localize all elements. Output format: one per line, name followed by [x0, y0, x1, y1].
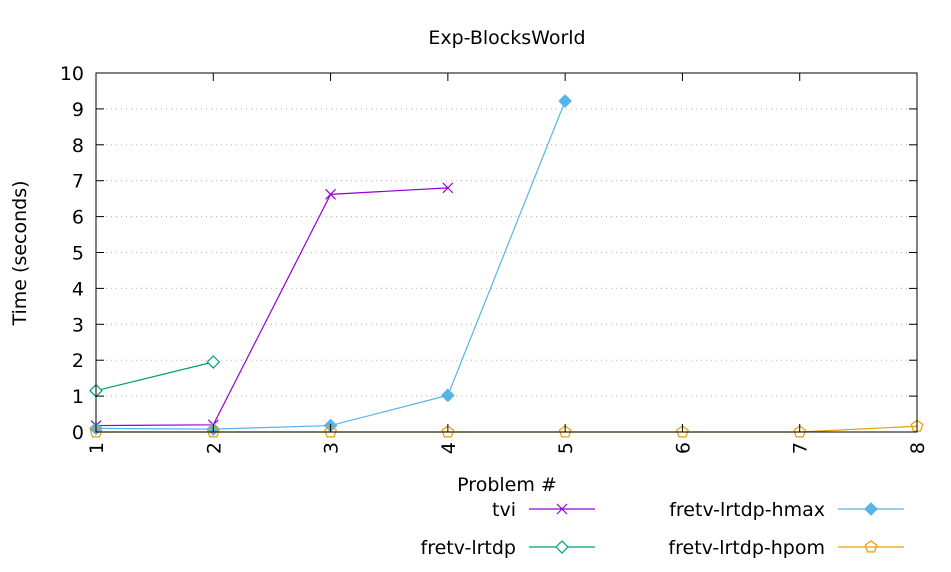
data-point-fretv-lrtdp-hmax [558, 94, 572, 108]
x-tick-label: 3 [321, 442, 343, 454]
y-axis-label: Time (seconds) [9, 180, 31, 326]
x-tick-label: 4 [438, 442, 460, 454]
data-point-tvi [442, 182, 454, 194]
x-tick-label: 6 [672, 442, 694, 454]
legend-item-fretv-lrtdp: fretv-lrtdp [421, 537, 595, 559]
series-line-tvi [95, 187, 448, 427]
legend-item-fretv-lrtdp-hmax: fretv-lrtdp-hmax [669, 499, 904, 521]
data-point-fretv-lrtdp [206, 355, 221, 369]
y-tick-label: 8 [72, 135, 84, 157]
tick-marks [95, 72, 918, 433]
x-tick-label: 1 [86, 442, 108, 454]
y-tick-label: 2 [72, 350, 84, 372]
legend-swatch-marker [555, 540, 569, 554]
legend-label: tvi [492, 499, 516, 521]
data-point-fretv-lrtdp-hpom [206, 425, 220, 438]
data-point-fretv-lrtdp-hmax [441, 388, 455, 403]
grid [96, 108, 917, 397]
legend-swatch-marker-stroke [556, 503, 568, 515]
y-tick-label: 1 [72, 386, 84, 408]
data-point-fretv-lrtdp-hpom [558, 425, 572, 438]
series-line-fretv-lrtdp-hmax [95, 100, 566, 430]
legend-swatch-marker [556, 503, 568, 515]
series-line-fretv-lrtdp [95, 361, 214, 392]
y-tick-label: 0 [72, 422, 84, 444]
data-point-tvi-stroke [325, 188, 336, 200]
data-point-fretv-lrtdp-hpom [793, 425, 807, 438]
chart-title: Exp-BlocksWorld [428, 27, 585, 49]
legend-item-tvi: tvi [492, 499, 595, 521]
legend-label: fretv-lrtdp [421, 537, 516, 559]
x-axis-label: Problem # [457, 474, 557, 496]
legend-label: fretv-lrtdp-hpom [668, 537, 825, 559]
series-lines [89, 94, 924, 438]
x-tick-label: 8 [907, 442, 929, 454]
y-tick-label: 9 [72, 99, 84, 121]
y-tick-label: 4 [72, 278, 84, 300]
data-point-fretv-lrtdp-hpom [89, 425, 103, 438]
x-tick-label: 5 [555, 442, 577, 454]
data-point-fretv-lrtdp-hpom [441, 425, 455, 438]
legend-item-fretv-lrtdp-hpom: fretv-lrtdp-hpom [668, 537, 904, 559]
data-point-fretv-lrtdp-hpom [324, 425, 337, 438]
x-tick-labels: 1 2 3 4 5 6 7 8 [86, 442, 929, 454]
x-tick-label: 7 [790, 442, 812, 454]
y-tick-label: 3 [72, 314, 84, 336]
data-point-tvi [325, 188, 336, 200]
y-tick-label: 5 [72, 243, 84, 265]
data-point-fretv-lrtdp-hpom [676, 425, 689, 438]
y-tick-label: 6 [72, 207, 84, 229]
data-point-tvi-stroke [442, 182, 454, 194]
y-tick-label: 10 [60, 63, 84, 85]
y-tick-label: 7 [72, 171, 84, 193]
legend: tvi fretv-lrtdp fretv-lrtdp-hmax fretv-lrtd… [421, 499, 904, 559]
x-tick-label: 2 [203, 442, 225, 454]
legend-label: fretv-lrtdp-hmax [669, 499, 825, 521]
legend-swatch-marker [864, 540, 878, 553]
y-tick-labels: 0 1 2 3 4 5 6 7 8 9 10 [60, 63, 84, 444]
legend-swatch-marker [864, 502, 878, 516]
